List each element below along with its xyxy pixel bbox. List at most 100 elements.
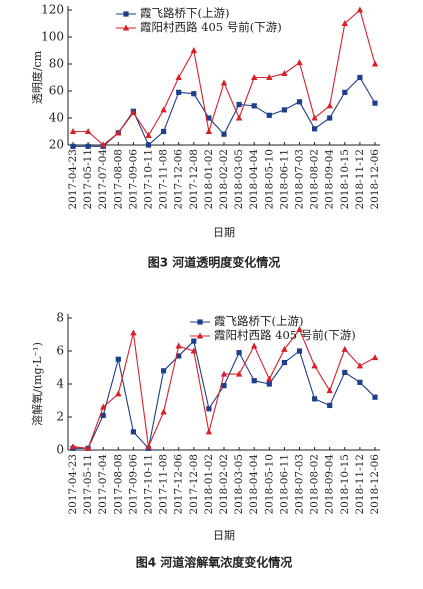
marker (69, 443, 77, 450)
x-tick-label: 2018-08-02 (309, 149, 321, 210)
marker (296, 59, 303, 66)
marker (115, 390, 122, 397)
caption: 图3 河道透明度变化情况 (148, 255, 281, 270)
marker (312, 396, 318, 402)
marker (175, 74, 182, 80)
x-tick-label: 2018-04-04 (248, 454, 260, 515)
marker (100, 141, 107, 148)
x-tick-label: 2017-11-08 (158, 454, 170, 515)
x-tick-label: 2017-05-11 (82, 454, 94, 515)
marker (145, 443, 152, 450)
marker (296, 348, 303, 354)
x-tick-label: 2018-01-02 (203, 149, 215, 210)
marker (205, 428, 213, 435)
marker (160, 106, 167, 113)
marker (371, 60, 379, 67)
y-axis-label: 溶解氧/(mg·L⁻¹) (30, 342, 44, 426)
marker (342, 369, 348, 376)
marker (311, 114, 318, 121)
marker (281, 345, 288, 352)
x-tick-label: 2018-02-02 (218, 454, 230, 515)
x-tick-label: 2017-12-06 (173, 454, 185, 515)
marker (281, 69, 288, 76)
x-tick-label: 2018-07-03 (294, 454, 306, 515)
marker (266, 381, 272, 387)
x-tick-label: 2018-08-02 (309, 454, 321, 515)
x-tick-label: 2018-07-03 (294, 149, 306, 210)
marker (205, 128, 213, 134)
marker (176, 353, 182, 359)
y-tick-label: 6 (56, 344, 64, 358)
x-tick-label: 2018-09-04 (324, 149, 336, 210)
x-tick-label: 2018-01-02 (203, 454, 215, 515)
x-tick-label: 2017-12-08 (188, 149, 200, 210)
y-tick-label: 80 (49, 57, 64, 71)
marker (235, 114, 243, 121)
y-tick-label: 4 (56, 377, 64, 391)
x-tick-label: 2018-04-04 (248, 149, 260, 210)
legend-marker (123, 11, 129, 17)
marker (251, 74, 258, 80)
marker (266, 74, 273, 80)
marker (220, 79, 228, 86)
marker (161, 128, 167, 135)
marker (130, 329, 137, 336)
marker (206, 115, 212, 121)
marker (341, 20, 348, 26)
marker (236, 101, 242, 108)
x-tick-label: 2018-11-12 (354, 454, 366, 515)
marker (296, 326, 303, 333)
legend-label: 霞飞路桥下(上游) (140, 6, 229, 20)
marker (251, 103, 257, 109)
x-axis-label: 日期 (213, 226, 235, 239)
y-tick-label: 0 (56, 443, 64, 457)
legend-label: 霞阳村西路 405 号前(下游) (214, 328, 356, 342)
marker (251, 342, 258, 349)
x-tick-label: 2017-04-23 (67, 454, 79, 515)
x-tick-label: 2017-12-08 (188, 454, 200, 515)
marker (145, 142, 152, 148)
marker (221, 383, 227, 389)
marker (115, 356, 121, 362)
marker (372, 394, 378, 400)
marker (341, 345, 348, 352)
x-tick-label: 2017-09-06 (127, 149, 139, 210)
marker (281, 107, 287, 113)
x-tick-label: 2017-10-11 (143, 454, 155, 515)
marker (206, 406, 212, 412)
y-tick-label: 40 (49, 111, 64, 125)
y-tick-label: 8 (56, 311, 64, 325)
legend-marker (197, 319, 203, 325)
marker (327, 115, 333, 121)
marker (175, 342, 182, 349)
y-tick-label: 100 (41, 30, 64, 44)
marker (191, 91, 197, 97)
legend-marker (122, 24, 130, 31)
marker (281, 359, 287, 366)
marker (130, 109, 137, 116)
x-tick-label: 2018-05-10 (263, 149, 275, 210)
x-tick-label: 2018-06-11 (278, 454, 290, 515)
marker (357, 379, 363, 385)
marker (356, 6, 364, 13)
marker (326, 387, 333, 394)
x-tick-label: 2017-07-04 (97, 149, 109, 210)
x-tick-label: 2018-10-15 (339, 454, 351, 515)
marker (190, 347, 197, 354)
caption: 图4 河道溶解氧浓度变化情况 (136, 555, 293, 570)
legend-label: 霞阳村西路 405 号前(下游) (140, 20, 282, 34)
marker (161, 368, 167, 374)
marker (145, 132, 152, 139)
x-tick-label: 2018-03-05 (233, 454, 245, 515)
marker (236, 350, 242, 356)
x-tick-label: 2018-03-05 (233, 149, 245, 210)
x-tick-label: 2018-12-06 (369, 149, 381, 210)
x-tick-label: 2017-10-11 (143, 149, 155, 210)
marker (266, 112, 272, 118)
x-axis-label: 日期 (213, 529, 235, 542)
x-tick-label: 2017-12-06 (173, 149, 185, 210)
marker (100, 412, 106, 418)
marker (85, 143, 91, 149)
marker (130, 429, 136, 435)
